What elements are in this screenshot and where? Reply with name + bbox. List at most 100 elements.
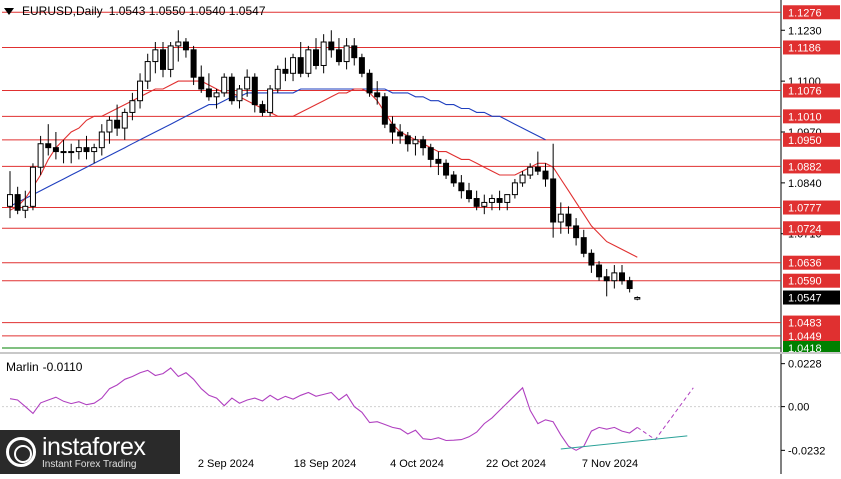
- candle-body: [52, 147, 59, 153]
- candle[interactable]: [37, 135, 44, 176]
- candle[interactable]: [221, 73, 228, 97]
- candle[interactable]: [550, 143, 557, 238]
- candle[interactable]: [282, 57, 289, 82]
- candle[interactable]: [542, 163, 549, 187]
- candle-body: [381, 96, 388, 125]
- candle[interactable]: [175, 30, 182, 62]
- candle[interactable]: [565, 206, 572, 234]
- candle[interactable]: [435, 151, 442, 176]
- pane-separator[interactable]: [0, 352, 841, 354]
- candle[interactable]: [244, 69, 251, 97]
- candle[interactable]: [305, 45, 312, 78]
- price-chart-pane[interactable]: 1.12301.11001.09701.08401.07101.12761.11…: [0, 0, 841, 355]
- candle[interactable]: [313, 38, 319, 70]
- candle[interactable]: [366, 69, 373, 97]
- candle[interactable]: [60, 139, 67, 164]
- candle[interactable]: [68, 143, 75, 164]
- candle[interactable]: [519, 171, 526, 187]
- candle[interactable]: [412, 135, 419, 156]
- candle[interactable]: [335, 38, 342, 66]
- candle[interactable]: [626, 276, 633, 293]
- candle[interactable]: [7, 171, 13, 219]
- candle[interactable]: [557, 202, 564, 234]
- candle[interactable]: [290, 53, 297, 82]
- candle-body: [374, 92, 381, 98]
- candle-body: [550, 178, 557, 223]
- candle[interactable]: [374, 81, 381, 105]
- candle[interactable]: [397, 124, 404, 144]
- candle[interactable]: [152, 42, 159, 74]
- candle[interactable]: [573, 218, 580, 246]
- candle[interactable]: [596, 261, 603, 281]
- candle[interactable]: [45, 124, 52, 156]
- candle[interactable]: [83, 135, 90, 160]
- candle[interactable]: [160, 42, 166, 78]
- candle[interactable]: [137, 73, 144, 109]
- indicator-header: Marlin -0.0110: [6, 360, 82, 374]
- candle-body: [343, 45, 350, 63]
- candle[interactable]: [427, 143, 434, 168]
- candle[interactable]: [611, 265, 618, 289]
- price-chart[interactable]: 1.12301.11001.09701.08401.07101.12761.11…: [0, 0, 841, 355]
- candle[interactable]: [106, 116, 113, 144]
- time-axis-label: 22 Oct 2024: [486, 458, 546, 470]
- candle[interactable]: [236, 85, 243, 109]
- candle[interactable]: [420, 135, 427, 156]
- candle[interactable]: [52, 132, 59, 160]
- candle[interactable]: [213, 88, 220, 109]
- candle-body: [389, 123, 396, 133]
- candle[interactable]: [129, 92, 136, 121]
- marlin-chart[interactable]: 0.0228 0.00 -0.0232 2 Sep 2024 18 Sep 2024 4 …: [0, 354, 841, 474]
- candle[interactable]: [259, 100, 266, 117]
- candle[interactable]: [98, 124, 105, 156]
- candle[interactable]: [496, 190, 503, 211]
- candle[interactable]: [121, 108, 128, 140]
- candle[interactable]: [473, 190, 480, 211]
- candle[interactable]: [190, 45, 197, 86]
- candle[interactable]: [144, 53, 151, 89]
- candle[interactable]: [381, 92, 388, 129]
- candle[interactable]: [534, 151, 541, 176]
- candle-body: [22, 205, 29, 211]
- candle[interactable]: [634, 296, 641, 301]
- candle[interactable]: [389, 116, 396, 144]
- candle[interactable]: [580, 229, 587, 258]
- candle[interactable]: [603, 268, 610, 297]
- candle[interactable]: [320, 34, 327, 74]
- candle[interactable]: [328, 30, 335, 58]
- candle[interactable]: [511, 178, 518, 199]
- candle[interactable]: [443, 159, 450, 179]
- candle[interactable]: [450, 171, 457, 187]
- candle[interactable]: [91, 143, 98, 164]
- candle[interactable]: [228, 73, 235, 105]
- marlin-trend-line[interactable]: [560, 435, 688, 450]
- candle[interactable]: [343, 38, 350, 70]
- candle[interactable]: [404, 132, 411, 152]
- candle[interactable]: [114, 104, 121, 136]
- candle[interactable]: [358, 53, 365, 78]
- candle[interactable]: [588, 249, 595, 273]
- candle[interactable]: [75, 139, 82, 160]
- candle[interactable]: [274, 65, 281, 93]
- candle[interactable]: [205, 73, 212, 101]
- candle[interactable]: [527, 163, 534, 179]
- candle-body: [626, 280, 633, 290]
- candle[interactable]: [488, 194, 495, 211]
- candle[interactable]: [297, 42, 304, 78]
- candle[interactable]: [14, 186, 21, 215]
- candle[interactable]: [198, 65, 205, 93]
- candle[interactable]: [504, 194, 511, 211]
- candle[interactable]: [251, 73, 258, 113]
- candle[interactable]: [22, 190, 29, 219]
- candle[interactable]: [466, 182, 472, 203]
- candle[interactable]: [29, 163, 36, 211]
- indicator-pane[interactable]: 0.0228 0.00 -0.0232 2 Sep 2024 18 Sep 2024 4 …: [0, 354, 841, 474]
- candle[interactable]: [167, 42, 174, 78]
- candle[interactable]: [351, 38, 358, 66]
- candle[interactable]: [267, 85, 274, 117]
- candle[interactable]: [481, 194, 488, 215]
- dropdown-triangle-icon[interactable]: [4, 7, 14, 15]
- candle[interactable]: [458, 175, 465, 199]
- candle[interactable]: [182, 38, 189, 58]
- candle[interactable]: [619, 265, 625, 285]
